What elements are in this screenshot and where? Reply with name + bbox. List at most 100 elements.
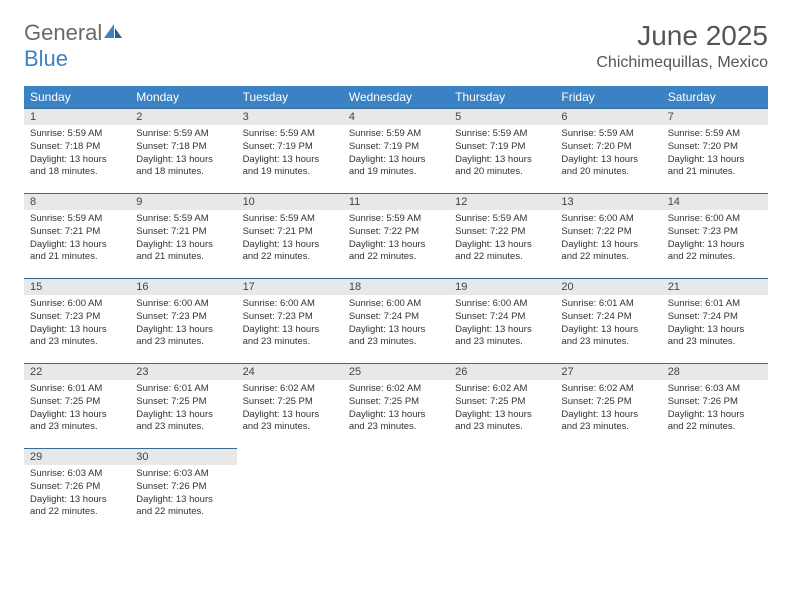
weekday-header: Wednesday <box>343 86 449 108</box>
day-content: Sunrise: 6:00 AMSunset: 7:23 PMDaylight:… <box>24 295 130 353</box>
calendar-cell: 4Sunrise: 5:59 AMSunset: 7:19 PMDaylight… <box>343 108 449 193</box>
day-content: Sunrise: 6:03 AMSunset: 7:26 PMDaylight:… <box>24 465 130 523</box>
calendar-cell <box>237 448 343 533</box>
calendar-cell: 15Sunrise: 6:00 AMSunset: 7:23 PMDayligh… <box>24 278 130 363</box>
weekday-header: Saturday <box>662 86 768 108</box>
calendar-cell: 7Sunrise: 5:59 AMSunset: 7:20 PMDaylight… <box>662 108 768 193</box>
day-number: 1 <box>24 108 130 125</box>
day-content: Sunrise: 6:01 AMSunset: 7:25 PMDaylight:… <box>130 380 236 438</box>
calendar-cell: 13Sunrise: 6:00 AMSunset: 7:22 PMDayligh… <box>555 193 661 278</box>
day-content: Sunrise: 6:03 AMSunset: 7:26 PMDaylight:… <box>662 380 768 438</box>
month-title: June 2025 <box>596 20 768 52</box>
day-number: 29 <box>24 448 130 465</box>
day-content: Sunrise: 6:02 AMSunset: 7:25 PMDaylight:… <box>555 380 661 438</box>
day-number: 23 <box>130 363 236 380</box>
calendar-cell: 1Sunrise: 5:59 AMSunset: 7:18 PMDaylight… <box>24 108 130 193</box>
calendar-cell: 11Sunrise: 5:59 AMSunset: 7:22 PMDayligh… <box>343 193 449 278</box>
day-number: 2 <box>130 108 236 125</box>
calendar-cell: 5Sunrise: 5:59 AMSunset: 7:19 PMDaylight… <box>449 108 555 193</box>
day-number: 19 <box>449 278 555 295</box>
day-number: 15 <box>24 278 130 295</box>
day-content: Sunrise: 6:00 AMSunset: 7:23 PMDaylight:… <box>662 210 768 268</box>
calendar-cell: 22Sunrise: 6:01 AMSunset: 7:25 PMDayligh… <box>24 363 130 448</box>
calendar-row: 8Sunrise: 5:59 AMSunset: 7:21 PMDaylight… <box>24 193 768 278</box>
day-content: Sunrise: 6:00 AMSunset: 7:24 PMDaylight:… <box>343 295 449 353</box>
day-content: Sunrise: 5:59 AMSunset: 7:22 PMDaylight:… <box>343 210 449 268</box>
day-number: 9 <box>130 193 236 210</box>
day-number: 10 <box>237 193 343 210</box>
day-content: Sunrise: 5:59 AMSunset: 7:22 PMDaylight:… <box>449 210 555 268</box>
logo-word-general: General <box>24 20 102 45</box>
calendar-cell: 14Sunrise: 6:00 AMSunset: 7:23 PMDayligh… <box>662 193 768 278</box>
day-number: 14 <box>662 193 768 210</box>
day-content: Sunrise: 6:01 AMSunset: 7:24 PMDaylight:… <box>555 295 661 353</box>
calendar-row: 15Sunrise: 6:00 AMSunset: 7:23 PMDayligh… <box>24 278 768 363</box>
day-content: Sunrise: 6:00 AMSunset: 7:24 PMDaylight:… <box>449 295 555 353</box>
day-content: Sunrise: 6:03 AMSunset: 7:26 PMDaylight:… <box>130 465 236 523</box>
calendar-table: Sunday Monday Tuesday Wednesday Thursday… <box>24 86 768 533</box>
weekday-header: Monday <box>130 86 236 108</box>
day-content: Sunrise: 5:59 AMSunset: 7:21 PMDaylight:… <box>24 210 130 268</box>
day-content: Sunrise: 5:59 AMSunset: 7:20 PMDaylight:… <box>555 125 661 183</box>
day-number: 22 <box>24 363 130 380</box>
calendar-cell: 17Sunrise: 6:00 AMSunset: 7:23 PMDayligh… <box>237 278 343 363</box>
calendar-cell: 3Sunrise: 5:59 AMSunset: 7:19 PMDaylight… <box>237 108 343 193</box>
day-content: Sunrise: 5:59 AMSunset: 7:19 PMDaylight:… <box>449 125 555 183</box>
day-number: 5 <box>449 108 555 125</box>
calendar-cell: 12Sunrise: 5:59 AMSunset: 7:22 PMDayligh… <box>449 193 555 278</box>
day-number: 28 <box>662 363 768 380</box>
logo-sail-icon <box>102 22 124 40</box>
calendar-cell <box>343 448 449 533</box>
day-content: Sunrise: 5:59 AMSunset: 7:19 PMDaylight:… <box>343 125 449 183</box>
calendar-cell <box>449 448 555 533</box>
location-text: Chichimequillas, Mexico <box>596 54 768 72</box>
calendar-cell: 25Sunrise: 6:02 AMSunset: 7:25 PMDayligh… <box>343 363 449 448</box>
calendar-cell: 24Sunrise: 6:02 AMSunset: 7:25 PMDayligh… <box>237 363 343 448</box>
day-number: 24 <box>237 363 343 380</box>
day-content: Sunrise: 6:01 AMSunset: 7:25 PMDaylight:… <box>24 380 130 438</box>
calendar-cell: 16Sunrise: 6:00 AMSunset: 7:23 PMDayligh… <box>130 278 236 363</box>
day-content: Sunrise: 5:59 AMSunset: 7:18 PMDaylight:… <box>24 125 130 183</box>
calendar-row: 29Sunrise: 6:03 AMSunset: 7:26 PMDayligh… <box>24 448 768 533</box>
day-number: 26 <box>449 363 555 380</box>
calendar-cell: 2Sunrise: 5:59 AMSunset: 7:18 PMDaylight… <box>130 108 236 193</box>
calendar-cell: 28Sunrise: 6:03 AMSunset: 7:26 PMDayligh… <box>662 363 768 448</box>
calendar-cell: 9Sunrise: 5:59 AMSunset: 7:21 PMDaylight… <box>130 193 236 278</box>
calendar-cell: 20Sunrise: 6:01 AMSunset: 7:24 PMDayligh… <box>555 278 661 363</box>
calendar-cell: 21Sunrise: 6:01 AMSunset: 7:24 PMDayligh… <box>662 278 768 363</box>
day-number: 4 <box>343 108 449 125</box>
day-content: Sunrise: 6:02 AMSunset: 7:25 PMDaylight:… <box>237 380 343 438</box>
day-number: 20 <box>555 278 661 295</box>
day-content: Sunrise: 6:00 AMSunset: 7:22 PMDaylight:… <box>555 210 661 268</box>
day-number: 17 <box>237 278 343 295</box>
day-content: Sunrise: 6:00 AMSunset: 7:23 PMDaylight:… <box>237 295 343 353</box>
calendar-cell <box>662 448 768 533</box>
day-number: 11 <box>343 193 449 210</box>
weekday-header: Tuesday <box>237 86 343 108</box>
day-number: 12 <box>449 193 555 210</box>
weekday-header: Sunday <box>24 86 130 108</box>
calendar-row: 1Sunrise: 5:59 AMSunset: 7:18 PMDaylight… <box>24 108 768 193</box>
weekday-header: Thursday <box>449 86 555 108</box>
day-number: 30 <box>130 448 236 465</box>
day-number: 21 <box>662 278 768 295</box>
calendar-cell: 29Sunrise: 6:03 AMSunset: 7:26 PMDayligh… <box>24 448 130 533</box>
calendar-cell: 26Sunrise: 6:02 AMSunset: 7:25 PMDayligh… <box>449 363 555 448</box>
calendar-cell: 30Sunrise: 6:03 AMSunset: 7:26 PMDayligh… <box>130 448 236 533</box>
day-number: 3 <box>237 108 343 125</box>
calendar-cell: 18Sunrise: 6:00 AMSunset: 7:24 PMDayligh… <box>343 278 449 363</box>
logo-text: General Blue <box>24 20 124 72</box>
day-content: Sunrise: 5:59 AMSunset: 7:19 PMDaylight:… <box>237 125 343 183</box>
day-content: Sunrise: 5:59 AMSunset: 7:20 PMDaylight:… <box>662 125 768 183</box>
day-content: Sunrise: 6:01 AMSunset: 7:24 PMDaylight:… <box>662 295 768 353</box>
day-number: 25 <box>343 363 449 380</box>
calendar-cell: 19Sunrise: 6:00 AMSunset: 7:24 PMDayligh… <box>449 278 555 363</box>
day-content: Sunrise: 5:59 AMSunset: 7:21 PMDaylight:… <box>130 210 236 268</box>
day-number: 13 <box>555 193 661 210</box>
calendar-cell: 23Sunrise: 6:01 AMSunset: 7:25 PMDayligh… <box>130 363 236 448</box>
calendar-cell: 8Sunrise: 5:59 AMSunset: 7:21 PMDaylight… <box>24 193 130 278</box>
day-number: 16 <box>130 278 236 295</box>
calendar-body: 1Sunrise: 5:59 AMSunset: 7:18 PMDaylight… <box>24 108 768 533</box>
page-header: General Blue June 2025 Chichimequillas, … <box>24 20 768 72</box>
day-content: Sunrise: 6:02 AMSunset: 7:25 PMDaylight:… <box>449 380 555 438</box>
